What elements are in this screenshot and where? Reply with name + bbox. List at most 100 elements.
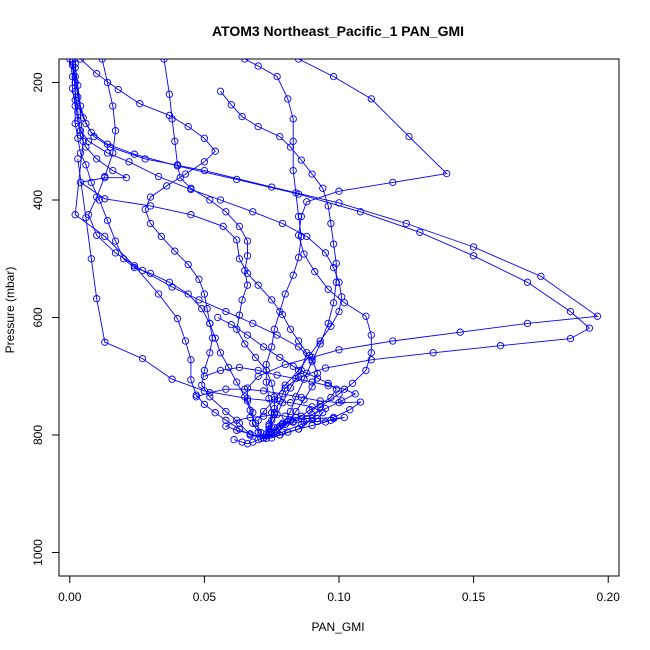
data-point bbox=[74, 93, 82, 101]
data-point bbox=[289, 137, 297, 145]
series-line bbox=[263, 59, 448, 439]
data-point bbox=[227, 320, 235, 329]
data-point bbox=[324, 379, 332, 387]
data-point bbox=[340, 299, 349, 307]
data-point bbox=[233, 426, 241, 434]
data-point bbox=[270, 410, 279, 419]
data-point bbox=[281, 412, 289, 420]
data-point bbox=[66, 59, 74, 63]
data-point bbox=[292, 189, 300, 197]
data-point bbox=[286, 407, 295, 416]
data-point bbox=[265, 422, 273, 430]
data-point bbox=[243, 281, 252, 289]
data-point bbox=[292, 374, 300, 383]
data-point bbox=[79, 137, 87, 145]
data-point bbox=[198, 305, 206, 313]
data-point bbox=[469, 243, 478, 251]
data-point bbox=[87, 128, 95, 137]
data-point bbox=[141, 155, 149, 163]
data-point bbox=[251, 419, 260, 427]
data-point bbox=[227, 101, 235, 109]
data-point bbox=[321, 249, 330, 257]
data-point bbox=[233, 325, 241, 333]
data-point bbox=[321, 404, 330, 413]
data-point bbox=[243, 440, 252, 448]
data-point bbox=[335, 278, 343, 286]
data-point bbox=[93, 70, 101, 78]
data-point bbox=[566, 307, 575, 316]
data-point bbox=[109, 102, 117, 110]
x-tick-label: 0.05 bbox=[193, 590, 217, 604]
data-point bbox=[71, 60, 79, 68]
data-point bbox=[389, 337, 397, 345]
data-point bbox=[362, 366, 370, 375]
data-point bbox=[246, 413, 254, 422]
series-8 bbox=[241, 59, 305, 442]
data-point bbox=[276, 132, 284, 141]
data-point bbox=[187, 184, 195, 192]
data-point bbox=[168, 115, 176, 123]
data-point bbox=[313, 417, 322, 426]
data-point bbox=[111, 127, 120, 135]
data-point bbox=[84, 137, 93, 145]
data-point bbox=[303, 198, 311, 206]
data-point bbox=[200, 400, 209, 409]
data-point bbox=[367, 349, 375, 357]
data-point bbox=[300, 418, 308, 426]
data-point bbox=[297, 412, 305, 420]
data-point bbox=[262, 360, 270, 369]
y-axis-label: Pressure (mbar) bbox=[3, 267, 17, 354]
data-point bbox=[523, 278, 532, 286]
data-point bbox=[93, 295, 101, 303]
data-point bbox=[243, 331, 252, 339]
data-point bbox=[286, 325, 295, 333]
data-point bbox=[168, 283, 176, 291]
data-point bbox=[114, 85, 122, 94]
data-point bbox=[146, 219, 155, 228]
data-point bbox=[340, 385, 349, 393]
data-point bbox=[254, 281, 262, 289]
y-tick-label: 400 bbox=[31, 190, 45, 210]
data-point bbox=[254, 122, 262, 131]
data-point bbox=[332, 278, 340, 286]
data-point bbox=[249, 208, 257, 216]
data-point bbox=[389, 178, 397, 187]
data-point bbox=[157, 232, 165, 241]
data-point bbox=[311, 268, 319, 276]
data-point bbox=[238, 112, 246, 121]
data-point bbox=[235, 255, 244, 263]
data-point bbox=[87, 255, 95, 263]
data-point bbox=[111, 249, 120, 257]
data-point bbox=[74, 108, 82, 116]
data-point bbox=[233, 416, 241, 424]
data-point bbox=[259, 407, 268, 416]
data-point bbox=[222, 422, 230, 430]
data-point bbox=[593, 312, 602, 320]
data-point bbox=[195, 275, 203, 283]
data-point bbox=[443, 169, 451, 178]
x-tick-label: 0.00 bbox=[58, 590, 82, 604]
data-point bbox=[416, 228, 424, 236]
data-point bbox=[284, 95, 292, 103]
y-axis: 200 400 600 800 1000 bbox=[31, 72, 59, 566]
series-line bbox=[74, 67, 599, 439]
data-point bbox=[93, 155, 101, 163]
data-point bbox=[146, 202, 155, 210]
data-point bbox=[230, 436, 238, 444]
data-point bbox=[208, 334, 217, 342]
data-point bbox=[138, 266, 147, 275]
data-point bbox=[163, 182, 171, 190]
data-point bbox=[136, 100, 144, 108]
data-point bbox=[154, 172, 163, 181]
data-point bbox=[496, 342, 505, 350]
data-point bbox=[76, 59, 85, 63]
x-axis-label: PAN_GMI bbox=[311, 620, 364, 634]
data-point bbox=[286, 143, 295, 151]
data-point bbox=[308, 383, 316, 391]
data-point bbox=[82, 213, 90, 222]
data-point bbox=[329, 72, 338, 81]
data-point bbox=[281, 384, 289, 392]
data-point bbox=[308, 356, 316, 364]
data-point bbox=[249, 319, 257, 328]
data-point bbox=[270, 393, 279, 401]
